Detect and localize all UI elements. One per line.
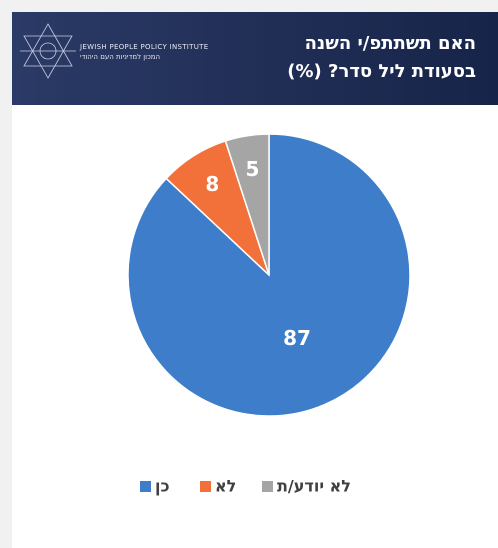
data-label: 5 [245,157,259,181]
chart-title: האם תשתתפ/י השנה [305,33,476,54]
legend-label: לא יודע/ת [277,477,351,496]
legend-swatch [200,481,211,492]
legend-swatch [262,481,273,492]
logo [20,23,76,79]
legend-swatch [140,481,151,492]
legend-label: כן [155,477,170,496]
data-label: 87 [283,326,311,350]
chart-title: בסעודת ליל סדר? (%) [287,61,476,82]
data-label: 8 [205,172,219,196]
logo-text-he: המכון למדיניות העם היהודי [80,53,160,61]
header [12,12,498,105]
logo-text-en: JEWISH PEOPLE POLICY INSTITUTE [79,43,208,51]
pie-slice [224,133,270,276]
legend-label: לא [215,477,236,496]
